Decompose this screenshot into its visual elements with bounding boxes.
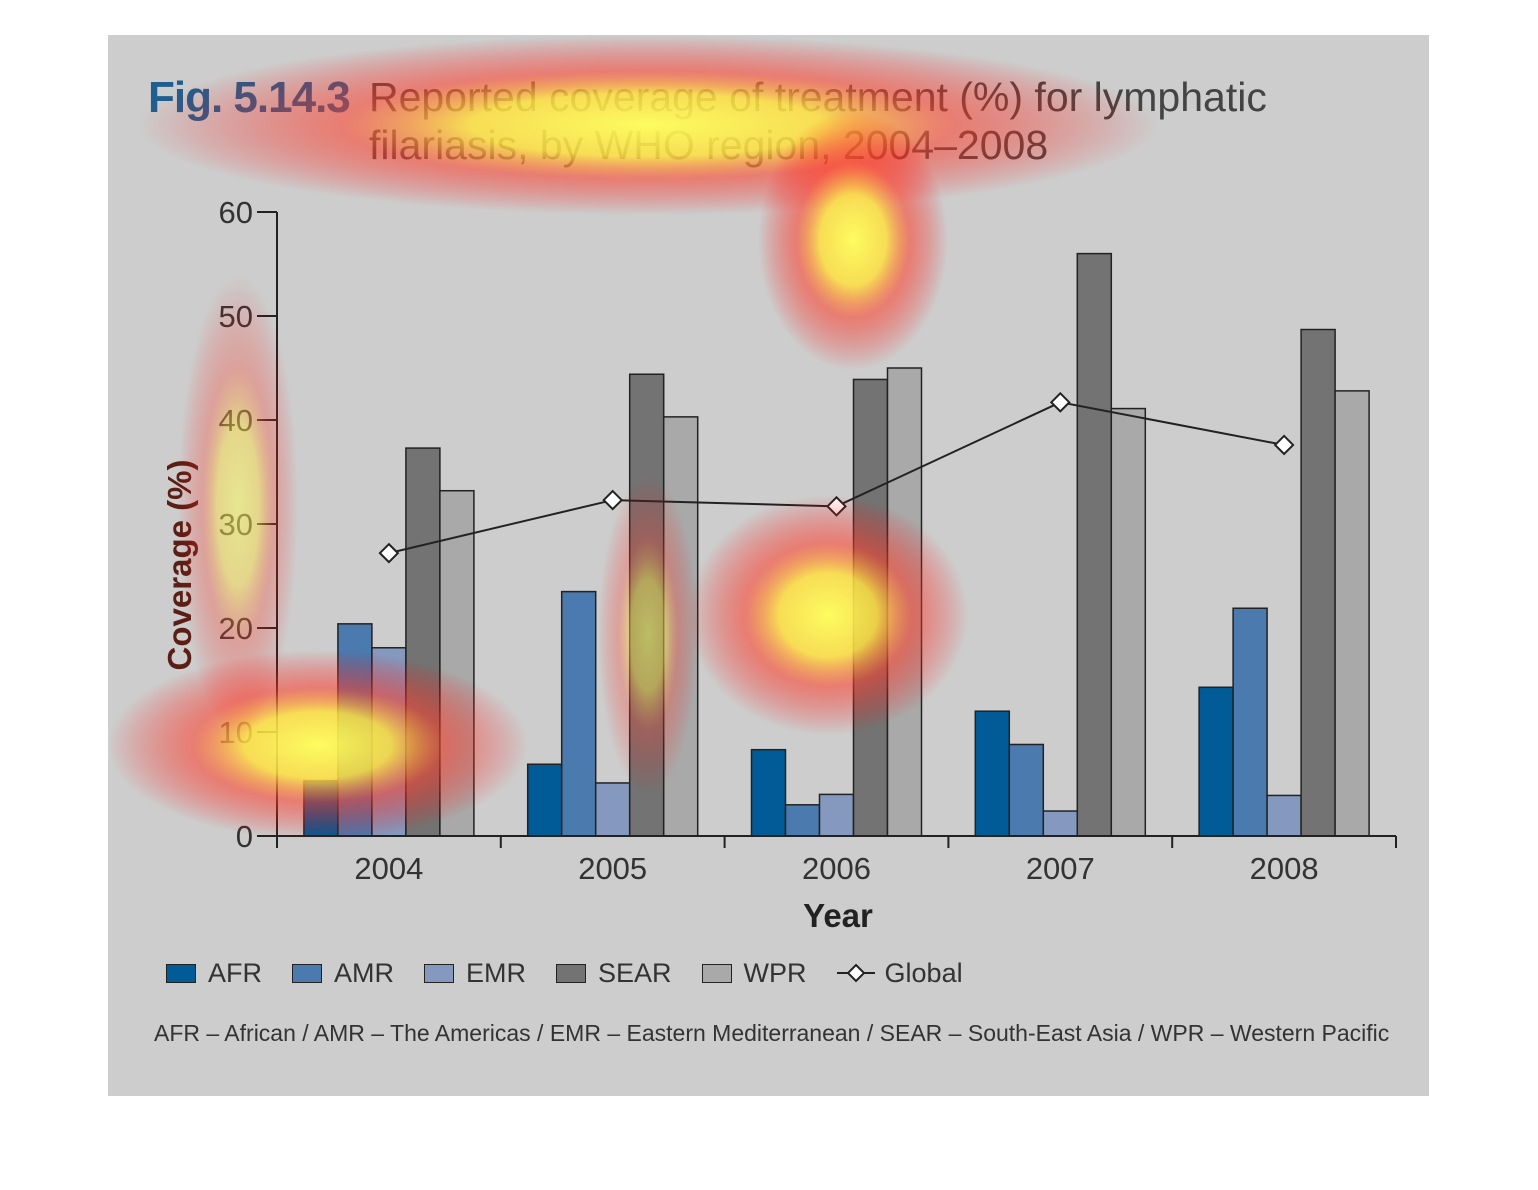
legend-label: EMR [466, 957, 526, 988]
bar-sear-2005 [628, 373, 665, 837]
legend-item-afr: AFR [166, 958, 262, 989]
legend-item-global: Global [836, 957, 963, 989]
x-tick-label: 2004 [354, 851, 423, 886]
bar-emr-2005 [594, 782, 631, 837]
bar-afr-2008 [1198, 686, 1234, 837]
bar-emr-2007 [1042, 810, 1079, 837]
legend-item-sear: SEAR [556, 958, 672, 989]
legend-label: SEAR [598, 957, 672, 988]
x-tick-label: 2006 [802, 851, 871, 886]
bar-emr-2004 [371, 647, 407, 837]
global-point-2008 [1273, 434, 1295, 456]
x-tick-label: 2008 [1250, 851, 1319, 886]
y-tick-label: 30 [219, 507, 253, 542]
bar-emr-2006 [818, 793, 855, 837]
y-tick-label: 10 [219, 715, 253, 750]
bar-amr-2006 [784, 804, 821, 837]
global-point-2004 [378, 542, 400, 564]
legend-swatch [424, 963, 454, 983]
bar-afr-2005 [526, 763, 563, 837]
legend: AFR AMR EMR SEAR WPR Global [166, 953, 993, 993]
x-axis-label: Year [803, 897, 873, 934]
y-tick-label: 60 [219, 195, 253, 230]
global-point-2007 [1049, 391, 1071, 413]
bar-amr-2004 [337, 623, 373, 837]
global-line-layer [378, 391, 1295, 564]
bar-afr-2007 [974, 710, 1011, 837]
bar-wpr-2008 [1334, 390, 1370, 837]
global-point-2006 [826, 495, 847, 517]
legend-label: WPR [743, 957, 807, 988]
y-tick-label: 0 [236, 819, 253, 854]
figure-panel: Fig. 5.14.3 Reported coverage of treatme… [108, 35, 1429, 1096]
bar-sear-2008 [1300, 328, 1336, 837]
y-tick-label: 20 [219, 611, 253, 646]
bar-emr-2008 [1266, 794, 1302, 837]
y-tick-label: 50 [219, 299, 253, 334]
diamond-line-icon [836, 963, 875, 983]
global-point-2005 [602, 489, 624, 511]
footnote: AFR – African / AMR – The Americas / EMR… [154, 1020, 1390, 1046]
bar-amr-2008 [1232, 607, 1268, 837]
bars-layer [303, 252, 1370, 837]
legend-swatch [701, 963, 732, 983]
global-series-line [388, 401, 1285, 555]
x-tick-label: 2007 [1026, 851, 1095, 886]
legend-item-wpr: WPR [701, 957, 807, 989]
x-tick-label: 2005 [578, 851, 647, 886]
legend-label: Global [884, 957, 963, 988]
legend-item-emr: EMR [424, 958, 526, 989]
bar-wpr-2007 [1110, 407, 1147, 837]
bar-wpr-2004 [439, 489, 475, 837]
legend-swatch [166, 963, 196, 983]
bar-afr-2004 [303, 780, 339, 837]
y-tick-label: 40 [219, 403, 253, 438]
bar-wpr-2005 [662, 416, 699, 837]
bar-amr-2007 [1008, 743, 1045, 837]
bar-chart: 0 10 20 30 40 50 60 2004 2005 2006 2007 2008 Covera… [161, 195, 1397, 934]
legend-swatch [556, 963, 586, 983]
legend-label: AMR [334, 957, 394, 988]
legend-item-amr: AMR [292, 958, 394, 989]
legend-swatch [292, 963, 322, 983]
bar-sear-2007 [1076, 252, 1113, 837]
y-axis-label: Coverage (%) [161, 460, 198, 671]
bar-afr-2006 [750, 748, 787, 837]
legend-label: AFR [208, 957, 262, 988]
bar-sear-2004 [405, 447, 441, 837]
bar-wpr-2006 [886, 367, 923, 837]
bar-amr-2005 [560, 590, 597, 837]
bar-sear-2006 [852, 378, 889, 837]
